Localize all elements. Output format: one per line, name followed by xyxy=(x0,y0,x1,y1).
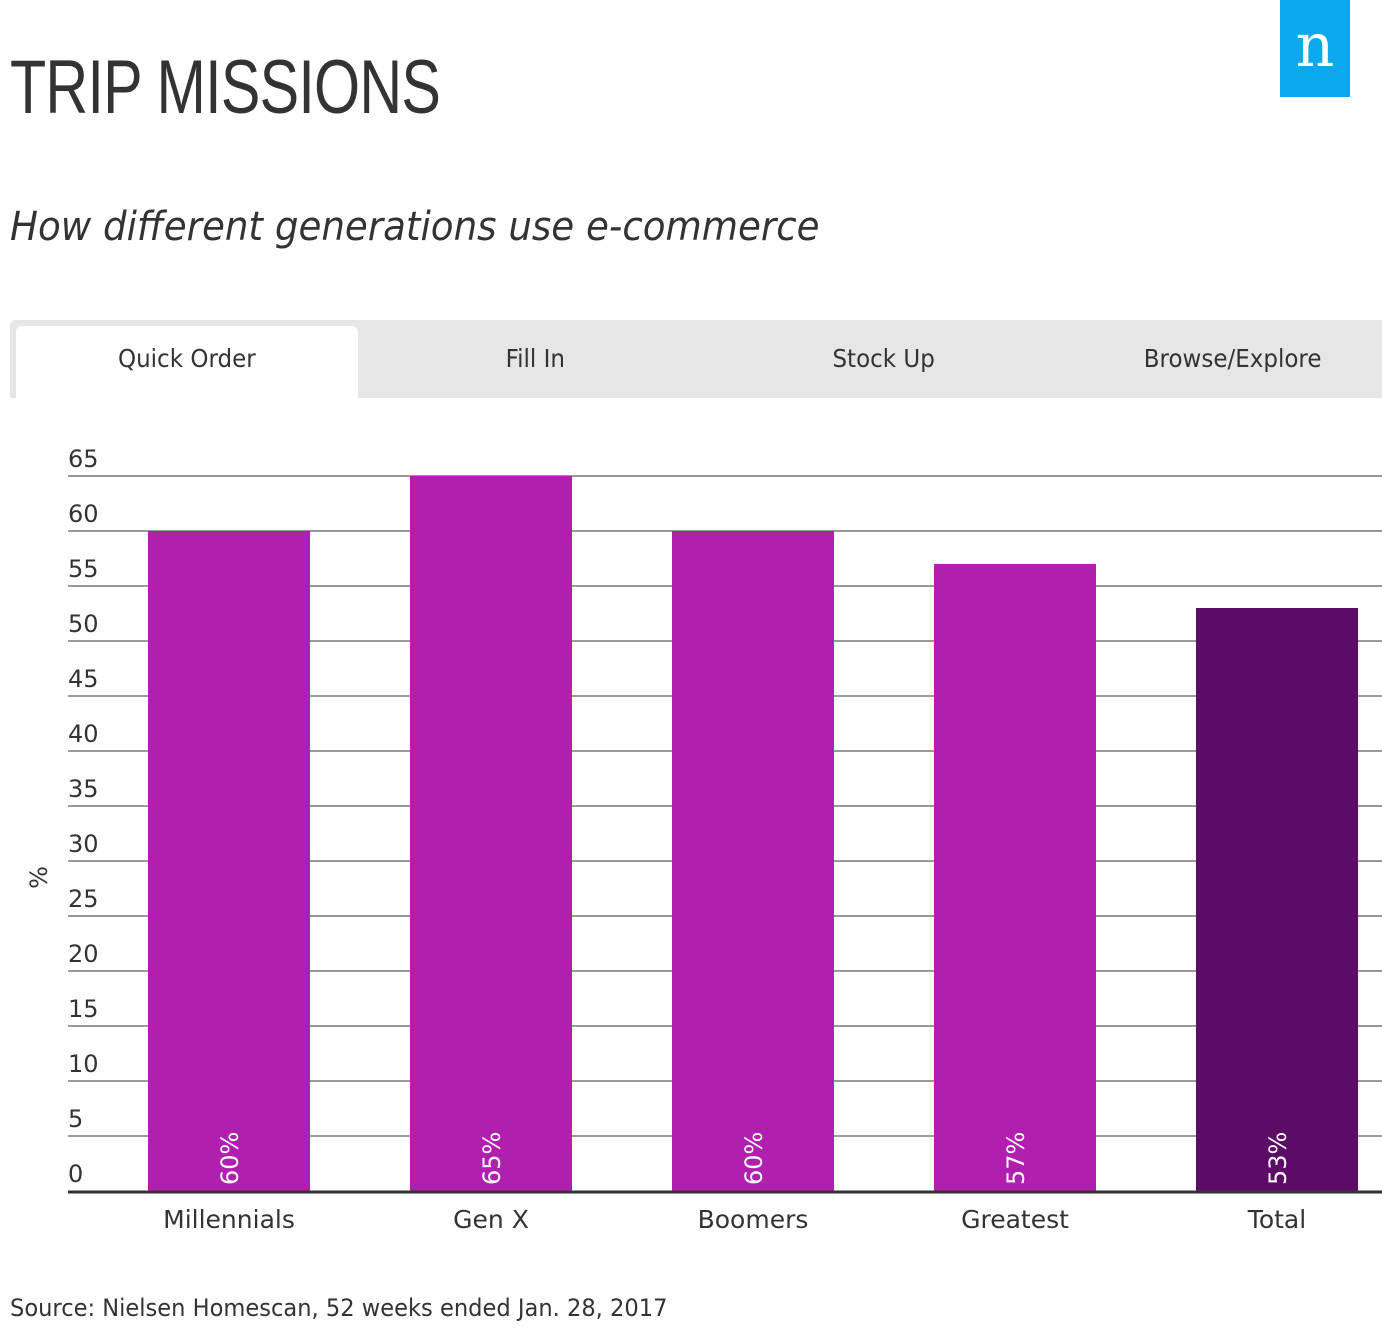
x-tick-label: Millennials xyxy=(163,1205,295,1234)
y-tick-label: 15 xyxy=(68,995,99,1023)
tab-quick-order[interactable]: Quick Order xyxy=(16,326,358,398)
tab-bar: Quick Order Fill In Stock Up Browse/Expl… xyxy=(10,320,1382,398)
data-label: 60% xyxy=(216,1132,244,1185)
y-tick-label: 40 xyxy=(68,720,99,748)
bar xyxy=(148,531,310,1191)
y-tick-label: 5 xyxy=(68,1105,83,1133)
y-tick-label: 0 xyxy=(68,1160,83,1188)
bar xyxy=(1196,608,1358,1191)
x-tick-label: Greatest xyxy=(961,1205,1069,1234)
data-label: 60% xyxy=(740,1132,768,1185)
bar-chart: 0 5 10 15 20 25 30 35 40 45 50 55 60 65% 60% Millennial… xyxy=(25,445,1382,1234)
source-note: Source: Nielsen Homescan, 52 weeks ended… xyxy=(10,1294,668,1322)
y-tick-label: 35 xyxy=(68,775,99,803)
nielsen-logo: n xyxy=(1280,0,1350,97)
tab-label: Quick Order xyxy=(118,343,256,373)
tab-browse-explore[interactable]: Browse/Explore xyxy=(1062,326,1382,398)
x-tick-label: Boomers xyxy=(698,1205,809,1234)
data-label: 57% xyxy=(1002,1132,1030,1185)
y-tick-label: 25 xyxy=(68,885,99,913)
tab-stock-up[interactable]: Stock Up xyxy=(713,326,1055,398)
y-tick-label: 20 xyxy=(68,940,99,968)
data-label: 53% xyxy=(1264,1132,1292,1185)
bar xyxy=(410,476,572,1191)
tab-label: Fill In xyxy=(505,343,565,373)
nielsen-logo-icon: n xyxy=(1295,10,1335,81)
y-tick-label: 30 xyxy=(68,830,99,858)
x-tick-label: Total xyxy=(1247,1205,1306,1234)
y-tick-label: 55 xyxy=(68,555,99,583)
page-subtitle: How different generations use e-commerce xyxy=(10,204,820,250)
data-label: 65% xyxy=(478,1132,506,1185)
tab-label: Browse/Explore xyxy=(1144,343,1322,373)
bar xyxy=(672,531,834,1191)
y-tick-label: 60 xyxy=(68,500,99,528)
y-tick-label: 45 xyxy=(68,665,99,693)
tab-fill-in[interactable]: Fill In xyxy=(364,326,706,398)
bar xyxy=(934,564,1096,1191)
y-tick-label: 50 xyxy=(68,610,99,638)
y-tick-label: 65 xyxy=(68,445,99,473)
y-axis-label: % xyxy=(25,866,53,889)
tab-label: Stock Up xyxy=(832,343,936,373)
x-tick-label: Gen X xyxy=(453,1205,529,1234)
y-tick-label: 10 xyxy=(68,1050,99,1078)
page-title: TRIP MISSIONS xyxy=(10,45,441,130)
